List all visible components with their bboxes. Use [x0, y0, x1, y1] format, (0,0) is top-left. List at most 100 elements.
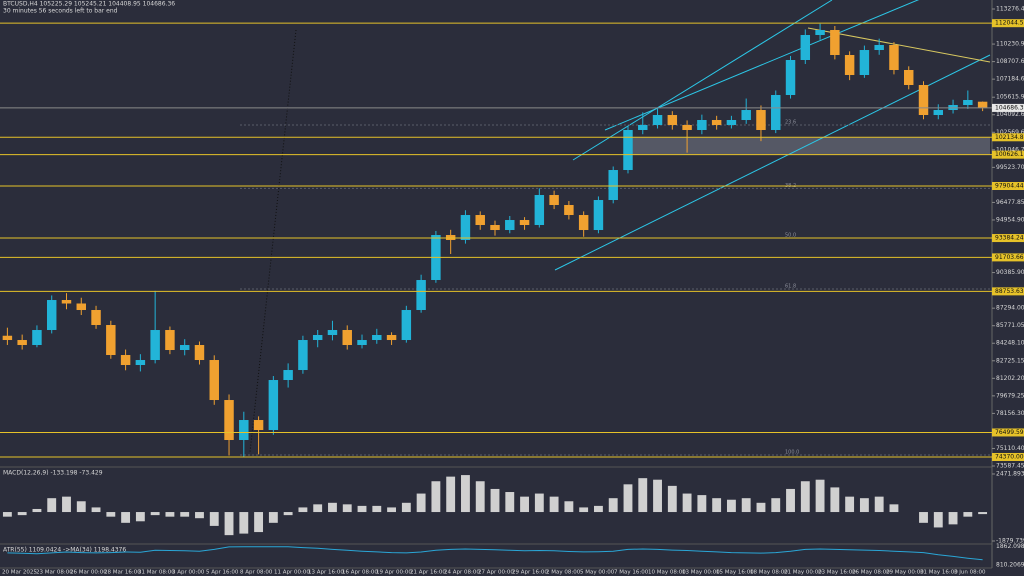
candle-body	[667, 115, 678, 126]
macd-bar	[919, 512, 928, 523]
level-label: 76499.59	[995, 429, 1024, 436]
candle-body	[194, 345, 205, 361]
macd-bar	[638, 478, 648, 513]
candle-body	[726, 120, 737, 126]
macd-bar	[239, 512, 249, 534]
macd-bar	[268, 512, 278, 523]
macd-bar	[712, 498, 722, 513]
candle-body	[165, 330, 175, 351]
candle-body	[564, 205, 574, 216]
candle-body	[519, 220, 530, 226]
x-tick-label: 28 Mar 16:00	[104, 570, 141, 576]
atr-label: ATR(55) 1109.0424 ->MA(34) 1198.4376	[3, 547, 126, 554]
candle-body	[859, 50, 870, 76]
macd-bar	[608, 498, 618, 513]
level-box	[992, 452, 1024, 461]
candle-body	[372, 335, 382, 341]
channel-upper	[572, 0, 833, 161]
candle-body	[342, 330, 352, 346]
x-tick-label: 19 Apr 00:00	[376, 570, 412, 576]
candle-body	[711, 120, 722, 126]
candle-body	[2, 335, 13, 341]
level-label: 112044.56	[995, 20, 1024, 27]
symbol-line: BTCUSD,H4 105225.29 105245.21 104408.95 …	[3, 1, 175, 8]
atr-tick-label: 810.2069	[996, 562, 1024, 569]
candle-body	[357, 340, 367, 346]
macd-bar	[682, 493, 692, 513]
macd-bar	[254, 512, 264, 533]
level-box	[992, 428, 1024, 437]
candle-body	[298, 340, 308, 371]
level-box	[992, 19, 1024, 28]
timer-line: 30 minutes 56 seconds left to bar end	[3, 8, 118, 15]
candle-body	[76, 303, 86, 311]
fib-label: 50.0	[785, 232, 796, 238]
candle-body	[771, 95, 781, 130]
macd-bar	[17, 512, 27, 516]
x-tick-label: 21 May 00:00	[784, 570, 822, 576]
level-box	[992, 287, 1024, 296]
level-box	[992, 253, 1024, 262]
macd-bar	[165, 512, 175, 517]
y-tick-label: 87294.00	[996, 305, 1024, 312]
candle-body	[150, 330, 160, 361]
x-tick-label: 13 Apr 16:00	[308, 570, 344, 576]
candle-body	[874, 44, 884, 51]
x-tick-label: 18 May 08:00	[750, 570, 788, 576]
candle-body	[682, 125, 692, 130]
macd-bar	[209, 512, 219, 526]
candle-body	[756, 110, 766, 130]
candle-body	[283, 370, 293, 381]
macd-bar	[224, 512, 234, 536]
candle-body	[209, 360, 219, 401]
y-tick-label: 81202.20	[996, 375, 1024, 382]
candle-body	[593, 200, 604, 231]
candle-body	[312, 335, 323, 341]
macd-bar	[726, 499, 736, 513]
macd-bar	[328, 502, 337, 513]
macd-bar	[859, 498, 869, 513]
candle-body	[741, 110, 751, 121]
x-tick-label: 27 Apr 00:00	[478, 570, 514, 576]
macd-bar	[47, 498, 57, 513]
y-tick-label: 108707.60	[996, 58, 1024, 65]
atr-tick-label: 1862.0989	[996, 543, 1024, 550]
y-tick-label: 96477.85	[996, 199, 1024, 206]
macd-bar	[800, 481, 810, 513]
level-box	[992, 133, 1024, 142]
channel-mid	[604, 0, 920, 131]
macd-bar	[32, 508, 42, 513]
level-label: 93384.24	[995, 235, 1024, 242]
candle-body	[490, 225, 500, 231]
y-tick-label: 105615.95	[996, 94, 1024, 101]
y-tick-label: 107184.65	[996, 76, 1024, 83]
fib-label: 23.6	[785, 120, 796, 126]
macd-bar	[121, 512, 131, 523]
candle-body	[638, 125, 648, 130]
candle-body	[534, 195, 545, 226]
channel-lower	[554, 54, 991, 271]
x-tick-label: 31 May 16:00	[920, 570, 958, 576]
x-tick-label: 5 May 00:00	[580, 570, 615, 576]
candle-body	[830, 30, 840, 56]
macd-bar	[978, 512, 988, 515]
macd-bar	[76, 501, 86, 513]
level-box	[992, 234, 1024, 243]
macd-bar	[106, 512, 116, 517]
level-label: 100626.15	[995, 151, 1024, 158]
level-box	[992, 150, 1024, 159]
macd-bar	[667, 485, 677, 513]
x-tick-label: 29 May 00:00	[886, 570, 924, 576]
candle-body	[800, 35, 811, 61]
macd-bar	[948, 512, 958, 525]
candle-body	[253, 420, 264, 431]
x-tick-label: 20 Mar 2025	[2, 570, 37, 576]
y-tick-label: 90385.90	[996, 269, 1024, 276]
macd-bar	[195, 512, 204, 519]
candle-body	[697, 120, 707, 130]
candle-body	[963, 100, 973, 106]
macd-bar	[150, 512, 160, 516]
fib-label: 61.8	[785, 283, 796, 289]
macd-bar	[135, 512, 145, 522]
